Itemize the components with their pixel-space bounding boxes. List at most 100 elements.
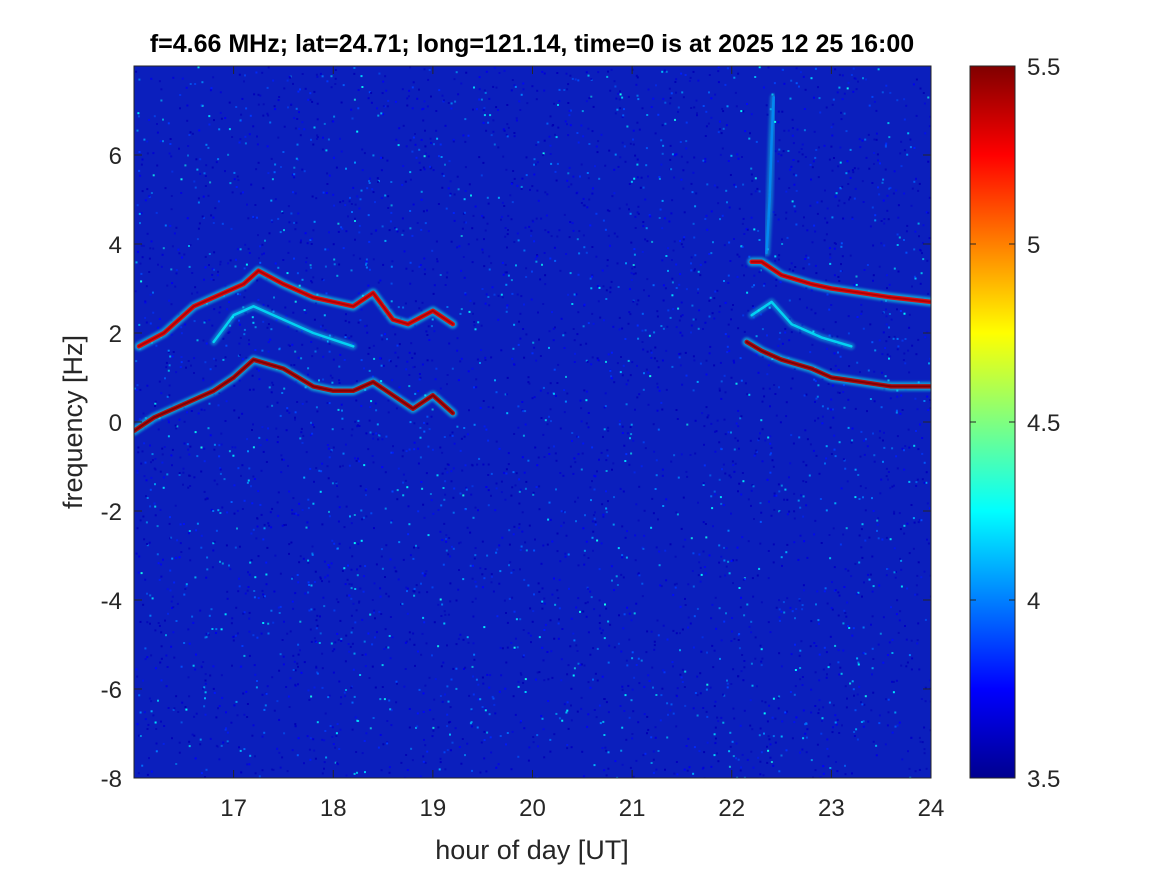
noise-speck (536, 734, 539, 737)
noise-speck (690, 537, 693, 540)
noise-speck (705, 688, 708, 691)
noise-speck (512, 695, 515, 698)
noise-speck (810, 620, 813, 623)
noise-speck (855, 275, 858, 278)
noise-speck (681, 383, 684, 386)
noise-speck (708, 91, 710, 94)
noise-speck (436, 137, 439, 140)
noise-speck (244, 592, 247, 595)
noise-speck (299, 555, 302, 558)
noise-speck (754, 190, 757, 193)
noise-speck (178, 252, 181, 255)
noise-speck (219, 263, 222, 266)
noise-speck (766, 761, 769, 764)
noise-speck (194, 286, 197, 289)
noise-speck (140, 272, 143, 275)
noise-speck (601, 269, 604, 272)
noise-speck (567, 172, 570, 175)
noise-speck (675, 153, 678, 156)
noise-speck (839, 146, 842, 149)
noise-speck (267, 522, 270, 525)
noise-speck (518, 526, 521, 529)
noise-speck (662, 299, 665, 302)
noise-speck (646, 630, 649, 633)
noise-speck (536, 89, 539, 92)
noise-speck (255, 686, 258, 689)
noise-speck (574, 78, 577, 81)
noise-speck (273, 709, 276, 712)
noise-speck (465, 486, 468, 489)
noise-speck (423, 421, 425, 424)
noise-speck (233, 171, 236, 174)
noise-speck (698, 553, 701, 556)
noise-speck (501, 261, 504, 264)
noise-speck (662, 624, 665, 627)
noise-speck (665, 498, 668, 501)
noise-speck (772, 561, 775, 564)
noise-speck (204, 266, 207, 269)
noise-speck (237, 590, 240, 593)
noise-speck (540, 602, 543, 604)
noise-speck (431, 249, 434, 252)
noise-speck (508, 564, 510, 567)
noise-speck (792, 442, 795, 445)
noise-speck (837, 351, 839, 354)
noise-speck (713, 705, 716, 708)
noise-speck (428, 339, 431, 341)
noise-speck (339, 201, 342, 204)
noise-speck (663, 69, 666, 72)
noise-speck (453, 487, 456, 490)
noise-speck (464, 221, 467, 224)
noise-speck (631, 737, 634, 740)
noise-speck (823, 144, 826, 147)
noise-speck (867, 133, 870, 136)
noise-speck (802, 737, 805, 740)
noise-speck (353, 514, 356, 516)
noise-speck (735, 105, 738, 108)
noise-speck (279, 414, 282, 417)
noise-speck (457, 637, 460, 640)
noise-speck (605, 490, 607, 493)
noise-speck (350, 203, 353, 205)
noise-speck (557, 622, 560, 625)
noise-speck (390, 211, 393, 214)
noise-speck (538, 671, 541, 674)
noise-speck (343, 567, 346, 570)
noise-speck (606, 449, 609, 452)
noise-speck (195, 529, 198, 532)
noise-speck (504, 271, 507, 274)
noise-speck (465, 71, 468, 74)
noise-speck (829, 253, 832, 256)
noise-speck (162, 486, 165, 489)
noise-speck (391, 451, 394, 454)
noise-speck (379, 357, 382, 360)
noise-speck (667, 309, 670, 312)
noise-speck (435, 110, 438, 112)
noise-speck (586, 601, 589, 604)
noise-speck (613, 80, 616, 83)
noise-speck (801, 608, 804, 611)
noise-speck (155, 344, 158, 347)
noise-speck (756, 187, 759, 190)
noise-speck (588, 198, 591, 201)
noise-speck (357, 457, 359, 460)
noise-speck (680, 178, 683, 181)
noise-speck (380, 334, 383, 337)
noise-speck (172, 606, 175, 609)
noise-speck (768, 387, 771, 390)
noise-speck (598, 458, 600, 461)
noise-speck (712, 241, 714, 244)
noise-speck (501, 201, 504, 204)
noise-speck (248, 133, 251, 136)
noise-speck (847, 81, 850, 84)
noise-speck (462, 638, 465, 641)
noise-speck (792, 269, 795, 272)
noise-speck (631, 651, 634, 654)
noise-speck (136, 723, 139, 726)
noise-speck (161, 447, 164, 450)
noise-speck (439, 598, 442, 601)
noise-speck (247, 479, 250, 482)
noise-speck (661, 687, 664, 690)
noise-speck (658, 176, 661, 178)
noise-speck (324, 248, 327, 251)
